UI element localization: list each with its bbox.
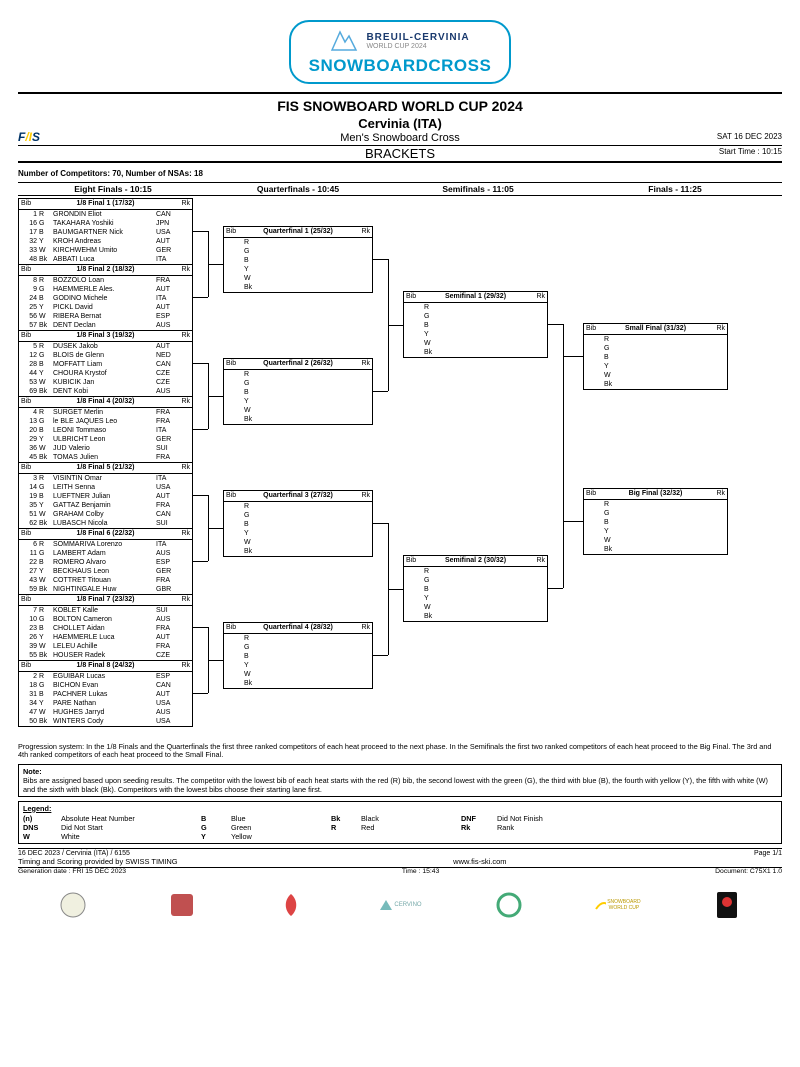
bracket-area: Bib1/8 Final 1 (17/32)Rk1RGRONDIN EliotC… — [18, 198, 778, 740]
heat-box: Bib1/8 Final 2 (18/32)Rk8RBOZZOLO LoanFR… — [18, 264, 193, 331]
heat-box: BibSemifinal 1 (29/32)RkRGBYWBk — [403, 291, 548, 358]
start-time: Start Time : 10:15 — [719, 147, 782, 156]
heat-box: Bib1/8 Final 8 (24/32)Rk2REGUIBAR LucasE… — [18, 660, 193, 727]
footer-3: Generation date : FRI 15 DEC 2023Time : … — [18, 868, 782, 875]
location: Cervinia (ITA) — [18, 116, 782, 131]
heat-box: Bib1/8 Final 4 (20/32)Rk4RSURGET MerlinF… — [18, 396, 193, 463]
progression-text: Progression system: In the 1/8 Finals an… — [18, 743, 782, 760]
heat-box: Bib1/8 Final 7 (23/32)Rk7RKOBLET KalleSU… — [18, 594, 193, 661]
competitor-count: Number of Competitors: 70, Number of NSA… — [18, 169, 782, 178]
heat-box: BibQuarterfinal 2 (26/32)RkRGBYWBk — [223, 358, 373, 425]
heat-box: BibSmall Final (31/32)RkRGBYWBk — [583, 323, 728, 390]
heat-box: Bib1/8 Final 1 (17/32)Rk1RGRONDIN EliotC… — [18, 198, 193, 265]
sponsor-row: CERVINO SNOWBOARD WORLD CUP — [18, 885, 782, 925]
heat-box: Bib1/8 Final 6 (22/32)Rk6RSOMMARIVA Lore… — [18, 528, 193, 595]
page-title: FIS SNOWBOARD WORLD CUP 2024 — [18, 98, 782, 114]
legend-box: Legend: (n)Absolute Heat NumberBBlueBkBl… — [18, 801, 782, 844]
heat-box: BibQuarterfinal 4 (28/32)RkRGBYWBk — [223, 622, 373, 689]
brackets-label: BRACKETS — [18, 146, 782, 161]
footer-2: Timing and Scoring provided by SWISS TIM… — [18, 857, 782, 868]
heat-box: Bib1/8 Final 5 (21/32)Rk3RVISINTIN OmarI… — [18, 462, 193, 529]
round-headers: Eight Finals - 10:15 Quarterfinals - 10:… — [18, 182, 782, 196]
event-name: Men's Snowboard Cross — [18, 132, 782, 144]
heat-box: BibQuarterfinal 1 (25/32)RkRGBYWBk — [223, 226, 373, 293]
heat-box: BibBig Final (32/32)RkRGBYWBk — [583, 488, 728, 555]
note-box: Note: Bibs are assigned based upon seedi… — [18, 764, 782, 797]
fis-logo: F/IS — [18, 130, 40, 144]
heat-box: Bib1/8 Final 3 (19/32)Rk5RDUSEK JakobAUT… — [18, 330, 193, 397]
heat-box: BibQuarterfinal 3 (27/32)RkRGBYWBk — [223, 490, 373, 557]
event-logo: BREUIL-CERVINIA WORLD CUP 2024 SNOWBOARD… — [18, 20, 782, 84]
footer-1: 16 DEC 2023 / Cervinia (ITA) / 6155Page … — [18, 848, 782, 857]
heat-box: BibSemifinal 2 (30/32)RkRGBYWBk — [403, 555, 548, 622]
